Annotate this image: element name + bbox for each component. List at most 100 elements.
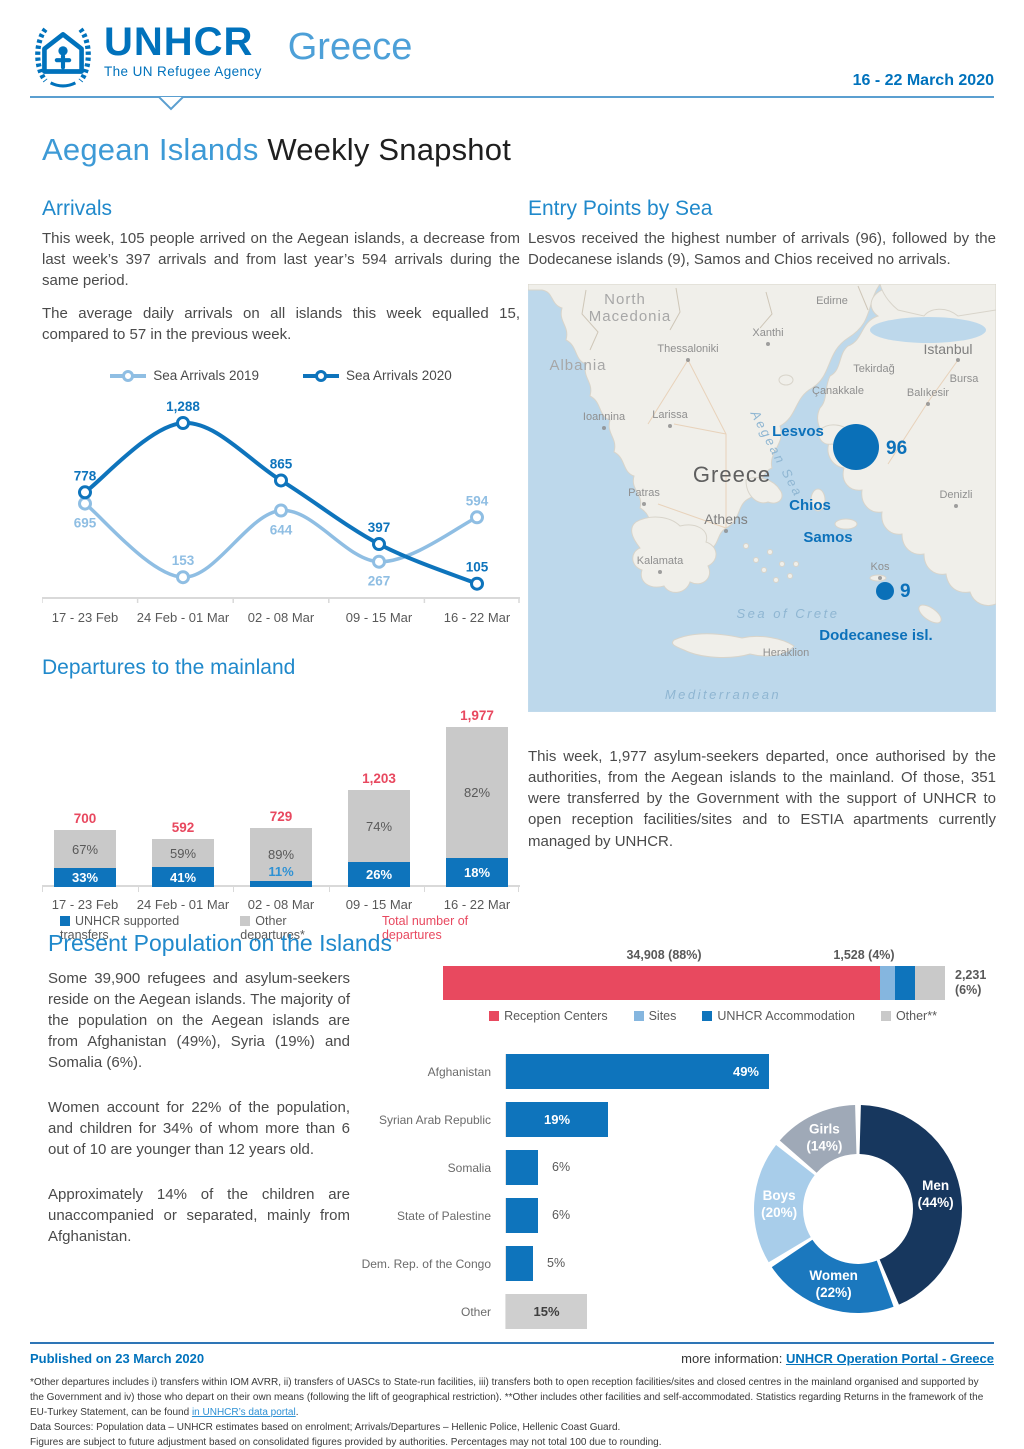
x-axis-label: 09 - 15 Mar <box>345 896 413 912</box>
bar-area: 15% <box>505 1294 832 1329</box>
more-info-label: more information: <box>681 1351 783 1366</box>
bar-value-label: 49% <box>732 1064 759 1079</box>
city-dot <box>956 357 960 362</box>
city-dot <box>668 423 672 428</box>
data-point-label: 594 <box>466 493 489 508</box>
other-departures-segment <box>348 789 410 862</box>
total-departures-label: 1,203 <box>362 770 396 786</box>
nationality-row: Afghanistan 49% <box>352 1054 832 1089</box>
data-point <box>372 554 386 569</box>
map-label: Dodecanese isl. <box>819 627 932 644</box>
right-column: Entry Points by Sea Lesvos received the … <box>528 196 996 852</box>
bar-value-label: 6% <box>552 1160 571 1174</box>
unhcr-pct-label: 33% <box>71 870 99 886</box>
other-pct-label: 82% <box>463 785 491 801</box>
line-marker-icon <box>110 369 147 382</box>
legend-item: UNHCR Accommodation <box>702 1009 855 1023</box>
total-departures-label: 592 <box>171 819 195 835</box>
segment-pct-label: (6%) <box>955 983 982 997</box>
nationality-label: Dem. Rep. of the Congo <box>361 1256 491 1271</box>
donut-slice-label: Women (22%) <box>809 1268 858 1300</box>
bar-value-label: 15% <box>533 1304 560 1319</box>
accommodation-segment <box>880 966 896 1000</box>
data-point-label: 153 <box>172 553 195 568</box>
legend-swatch-icon <box>880 1011 891 1021</box>
map-label: Albania <box>549 357 606 374</box>
nationality-bar <box>506 1246 533 1281</box>
map-island-crete <box>671 632 795 658</box>
segment-value-label: 2,231 <box>955 968 987 982</box>
population-paragraph-1: Some 39,900 refugees and asylum-seekers … <box>48 970 350 1071</box>
map-label: Balıkesir <box>907 387 950 399</box>
legend-item: Reception Centers <box>489 1009 608 1023</box>
data-point <box>274 503 288 518</box>
map-label: Kos <box>871 561 890 573</box>
bar-area: 6% <box>505 1150 832 1185</box>
nationality-row: Syrian Arab Republic 19% <box>352 1102 832 1137</box>
map-land-thrace <box>879 283 996 317</box>
nationality-bar: 49% <box>506 1054 769 1089</box>
data-point <box>78 484 92 499</box>
map-borders <box>581 285 869 350</box>
data-point <box>470 576 484 591</box>
x-axis-label: 17 - 23 Feb <box>51 896 119 912</box>
legend-item: Sea Arrivals 2020 <box>303 368 452 383</box>
map-label: Samos <box>803 529 852 546</box>
map-label: Patras <box>628 487 660 499</box>
legend-item: Sea Arrivals 2019 <box>110 368 259 383</box>
nationality-bar <box>506 1150 538 1185</box>
x-axis-label: 24 Feb - 01 Mar <box>136 896 230 912</box>
map-label: Denizli <box>939 489 972 501</box>
legend-label: Reception Centers <box>504 1009 608 1023</box>
bar-area: 19% <box>505 1102 832 1137</box>
city-dot <box>954 503 958 508</box>
bar-value-label: 6% <box>552 1208 571 1222</box>
map-roads <box>647 359 959 529</box>
sea-arrivals-line-chart: 695 153 644 267 594 778 1,288 865 397 105 17 - 23 … <box>41 399 520 625</box>
departures-bar <box>54 829 116 887</box>
map-arrival-bubbles: 96 9 <box>833 423 911 602</box>
axis-tick <box>424 886 426 892</box>
data-point-label: 105 <box>466 559 489 574</box>
legend-swatch-icon <box>633 1011 644 1021</box>
accommodation-stacked-bar <box>443 966 945 1000</box>
legend-label: Other departures* <box>240 913 305 942</box>
unhcr-pct-label: 41% <box>169 869 197 885</box>
bar-area: 6% <box>505 1198 832 1233</box>
city-dot <box>642 501 646 506</box>
data-point-label: 695 <box>74 515 97 530</box>
departures-bar <box>152 838 214 887</box>
donut-slice-label: Boys (20%) <box>761 1188 797 1220</box>
map-label: Greece <box>693 462 771 487</box>
operation-portal-link[interactable]: UNHCR Operation Portal - Greece <box>785 1351 994 1366</box>
donut-slice <box>859 1105 963 1305</box>
unhcr-emblem-icon <box>35 27 91 88</box>
demographics-donut-chart: Men (44%) Women (22%) Boys (20%) Girls (14%) <box>754 1105 963 1313</box>
bar-value-label: 5% <box>547 1256 566 1270</box>
data-portal-link[interactable]: in UNHCR’s data portal <box>191 1407 296 1418</box>
nationality-label: Somalia <box>447 1160 491 1175</box>
departures-bar <box>348 789 410 887</box>
more-info: more information: UNHCR Operation Portal… <box>681 1351 994 1366</box>
accommodation-chart: 34,908 (88%) 1,528 (4%) 2,231 (6%) Recepti… <box>443 948 1023 1023</box>
legend-label: Sites <box>648 1009 677 1023</box>
map-land-turkey <box>817 283 996 606</box>
legend-swatch-icon <box>489 1011 500 1021</box>
data-point <box>372 536 386 551</box>
legend-item: Sites <box>633 1009 677 1023</box>
other-pct-label: 89% <box>267 847 295 863</box>
unhcr-logo: UNHCR The UN Refugee Agency Greece <box>30 22 412 88</box>
population-text: Some 39,900 refugees and asylum-seekers … <box>48 968 350 1271</box>
sea-arrivals-legend: Sea Arrivals 2019 Sea Arrivals 2020 <box>42 368 520 384</box>
nationality-bar: 15% <box>506 1294 587 1329</box>
published-date: Published on 23 March 2020 <box>30 1351 205 1366</box>
footer: Published on 23 March 2020 more informat… <box>30 1342 994 1449</box>
legend-swatch-icon <box>60 915 70 926</box>
accommodation-legend: Reception Centers Sites UNHCR Accommodatio… <box>443 1009 983 1023</box>
other-pct-label: 74% <box>365 818 393 834</box>
page-title: Aegean Islands Weekly Snapshot <box>42 132 511 168</box>
logo-text: UNHCR The UN Refugee Agency <box>104 22 262 79</box>
axis-tick <box>518 886 519 892</box>
unhcr-transfers-segment <box>54 867 116 887</box>
